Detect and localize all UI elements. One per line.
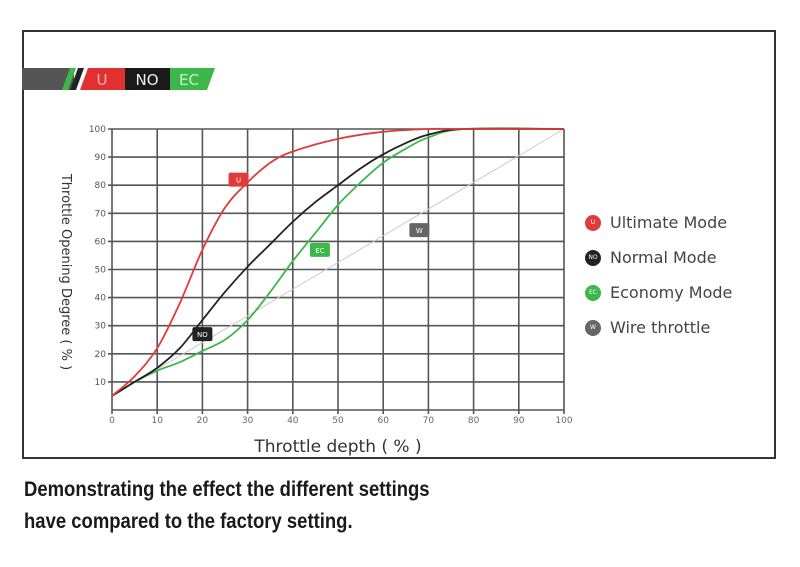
legend-label: Ultimate Mode [610, 213, 728, 232]
y-tick-label: 20 [95, 350, 107, 360]
caption-line-1: Demonstrating the effect the different s… [24, 478, 430, 501]
caption-line-2: have compared to the factory setting. [24, 510, 353, 533]
x-tick-label: 40 [287, 416, 299, 426]
x-tick-label: 50 [332, 416, 344, 426]
badge-label: NO [197, 331, 208, 339]
series-line-wire-throttle [111, 128, 565, 397]
banner-black-block [125, 68, 170, 90]
legend-item: U Ultimate Mode [585, 213, 727, 232]
legend-label: Normal Mode [610, 248, 717, 267]
legend-marker-icon: NO [585, 249, 601, 266]
chart-frame [22, 30, 776, 459]
banner-dark-stripe [22, 68, 74, 90]
y-tick-label: 30 [95, 322, 107, 332]
banner-label-u: U [97, 71, 108, 89]
badge-box [409, 223, 430, 238]
x-tick-label: 10 [151, 416, 163, 426]
badge-label: W [416, 227, 423, 235]
badge-box [309, 242, 330, 257]
banner-red-block [80, 68, 125, 90]
y-tick-label: 100 [89, 125, 106, 135]
x-tick-label: 80 [468, 416, 480, 426]
badge-box [228, 172, 249, 187]
series-line-economy-mode [111, 127, 565, 397]
x-tick-label: 30 [242, 416, 254, 426]
y-tick-label: 80 [95, 181, 107, 191]
legend-marker-icon: W [585, 319, 601, 336]
x-tick-label: 90 [513, 416, 525, 426]
y-tick-label: 40 [95, 294, 107, 304]
legend-item: W Wire throttle [585, 318, 710, 337]
badge-label: U [236, 177, 241, 185]
x-tick-label: 0 [109, 416, 115, 426]
series-line-ultimate-mode [111, 127, 564, 397]
banner-label-no: NO [135, 71, 158, 89]
series-line-normal-mode [111, 127, 565, 397]
series-badge: W [409, 223, 430, 238]
banner-black-slash [70, 68, 84, 90]
series-badge: EC [309, 242, 330, 257]
legend-label: Economy Mode [610, 283, 733, 302]
badge-label: EC [315, 247, 324, 255]
banner-green-block [170, 68, 215, 90]
x-axis-label: Throttle depth ( % ) [253, 437, 421, 457]
legend-item: NO Normal Mode [585, 248, 717, 267]
y-tick-label: 70 [95, 209, 107, 219]
x-tick-label: 100 [555, 416, 572, 426]
badge-box [192, 327, 213, 342]
x-tick-label: 70 [423, 416, 435, 426]
y-tick-label: 90 [95, 153, 107, 163]
legend-marker-icon: U [585, 214, 601, 231]
mode-banner: U NO EC [22, 68, 215, 90]
y-tick-label: 50 [95, 266, 107, 276]
legend-marker-icon: EC [585, 284, 601, 301]
x-tick-label: 60 [377, 416, 389, 426]
x-tick-label: 20 [197, 416, 209, 426]
banner-green-slash [62, 68, 76, 90]
banner-label-ec: EC [179, 71, 199, 89]
y-tick-label: 10 [95, 378, 107, 388]
legend-item: EC Economy Mode [585, 283, 732, 302]
series-badge: U [228, 172, 249, 187]
y-axis-label: Throttle Opening Degree ( % ) [58, 173, 73, 370]
series-badge: NO [192, 327, 213, 342]
legend-label: Wire throttle [610, 318, 711, 337]
y-tick-label: 60 [95, 237, 107, 247]
